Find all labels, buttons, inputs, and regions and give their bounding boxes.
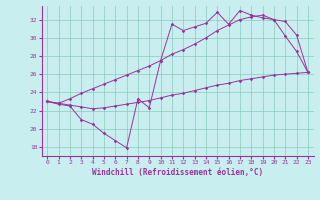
X-axis label: Windchill (Refroidissement éolien,°C): Windchill (Refroidissement éolien,°C) bbox=[92, 168, 263, 177]
